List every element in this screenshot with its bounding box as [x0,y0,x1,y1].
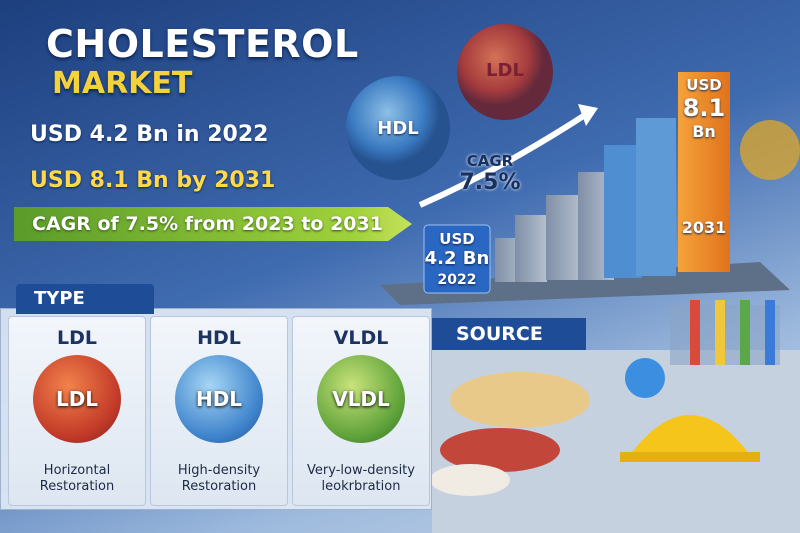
particle: HDL [175,355,263,443]
cagr-banner: CAGR of 7.5% from 2023 to 2031 [14,207,412,241]
cagr-value: 7.5% [459,170,521,195]
start-year: 2022 [437,272,477,288]
bars [495,72,730,282]
stat: USD 8.1 Bn by 2031 [30,168,276,193]
type-title: TYPE [16,284,154,314]
cagr-label: CAGR [466,152,514,170]
arrow-head [578,104,598,126]
particle-label: HDL [377,118,419,139]
ldl-particle [457,24,553,120]
type-description: Very-low-density leokrbration [307,463,415,494]
source-illustration [430,300,800,533]
type-name: LDL [57,327,97,349]
start-amount: 4.2 Bn [424,248,490,269]
growth-arrow [418,112,587,208]
end-currency: USD [686,76,722,94]
start-badge [423,224,491,294]
end-amount: 8.1 [682,94,726,122]
end-unit: Bn [692,122,716,141]
type-card: LDL LDL Horizontal Restoration [8,316,146,506]
type-card: VLDL VLDL Very-low-density leokrbration [292,316,430,506]
particle-label: LDL [486,60,524,81]
type-description: High-density Restoration [177,463,261,494]
particle: LDL [33,355,121,443]
type-card: HDL HDL High-density Restoration [150,316,288,506]
hdl-particle [346,76,450,180]
start-currency: USD [439,230,475,248]
decor [740,120,800,180]
type-name: VLDL [333,327,389,349]
type-description: Horizontal Restoration [39,463,115,494]
platform [380,262,790,305]
source-title: SOURCE [432,318,586,350]
particle: VLDL [317,355,405,443]
stat: USD 4.2 Bn in 2022 [30,122,269,147]
type-name: HDL [197,327,241,349]
subtitle: MARKET [52,66,193,101]
title: CHOLESTEROL [46,22,359,66]
end-year: 2031 [681,218,727,237]
